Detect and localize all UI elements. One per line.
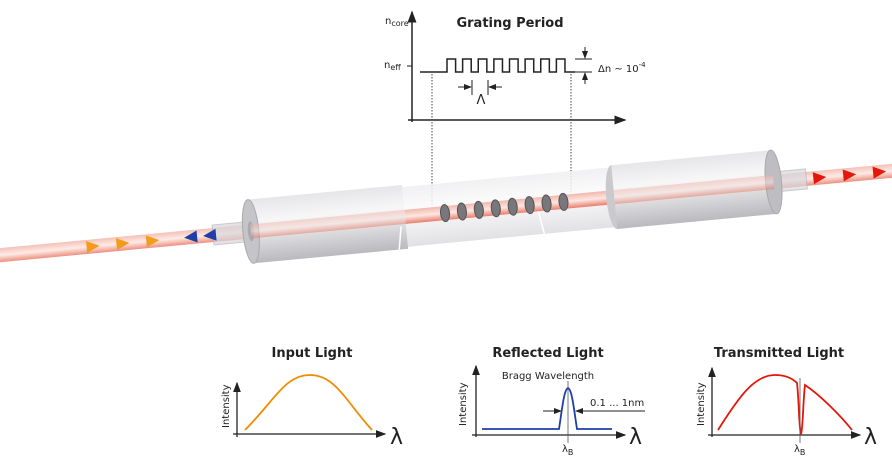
optical-fiber xyxy=(0,149,892,264)
transmitted-light-arrow-icon xyxy=(872,166,887,179)
transmitted-spectrum-curve xyxy=(717,374,853,437)
input-spectrum-curve xyxy=(244,374,373,431)
grating-plane xyxy=(524,196,535,215)
n-core-label: ncore xyxy=(385,16,409,28)
refractive-index-square-wave xyxy=(420,58,575,73)
reflected-light-arrow-icon xyxy=(184,230,198,243)
bragg-marker: λB xyxy=(562,444,573,457)
plot-title: Input Light xyxy=(272,346,353,361)
input-light-arrow-icon xyxy=(145,235,160,248)
x-axis-label: λ xyxy=(864,425,877,450)
period-symbol: Λ xyxy=(477,93,486,108)
reflected-light-plot: Reflected Light Intensity λ Bragg Wavele… xyxy=(458,346,645,457)
grating-plane xyxy=(541,194,552,213)
grating-plane xyxy=(473,200,484,219)
y-axis-label: Intensity xyxy=(221,384,232,428)
input-light-arrow-icon xyxy=(86,240,100,253)
grating-plane xyxy=(456,202,467,221)
bragg-wavelength-label: Bragg Wavelength xyxy=(502,371,594,382)
plot-title: Reflected Light xyxy=(492,346,603,361)
bandwidth-label: 0.1 ... 1nm xyxy=(590,398,644,409)
y-axis-label: Intensity xyxy=(458,382,469,426)
input-light-arrow-icon xyxy=(115,238,130,251)
input-light-plot: Input Light Intensity λ xyxy=(221,346,403,450)
plot-title: Transmitted Light xyxy=(714,346,844,361)
grating-period-plot: Grating Period ncore neff Λ Δn ~ 10-4 xyxy=(384,10,646,205)
right-housing-cylinder xyxy=(605,149,783,229)
transmitted-light-plot: Transmitted Light Intensity λ λB xyxy=(696,346,877,457)
bragg-marker: λB xyxy=(794,444,805,457)
delta-n-label: Δn ~ 10-4 xyxy=(598,61,646,75)
reflected-light-arrow-icon xyxy=(203,228,217,241)
plot-title: Grating Period xyxy=(456,16,563,31)
grating-plane xyxy=(558,192,569,211)
y-axis-label: Intensity xyxy=(696,382,707,426)
grating-planes xyxy=(439,192,569,223)
n-eff-label: neff xyxy=(384,60,401,72)
x-axis-label: λ xyxy=(629,425,642,450)
grating-plane xyxy=(507,197,518,216)
x-axis-label: λ xyxy=(390,425,403,450)
transmitted-light-arrow-icon xyxy=(842,169,857,182)
grating-plane xyxy=(439,204,451,223)
transmitted-light-arrow-icon xyxy=(812,172,827,185)
grating-plane xyxy=(490,199,501,218)
